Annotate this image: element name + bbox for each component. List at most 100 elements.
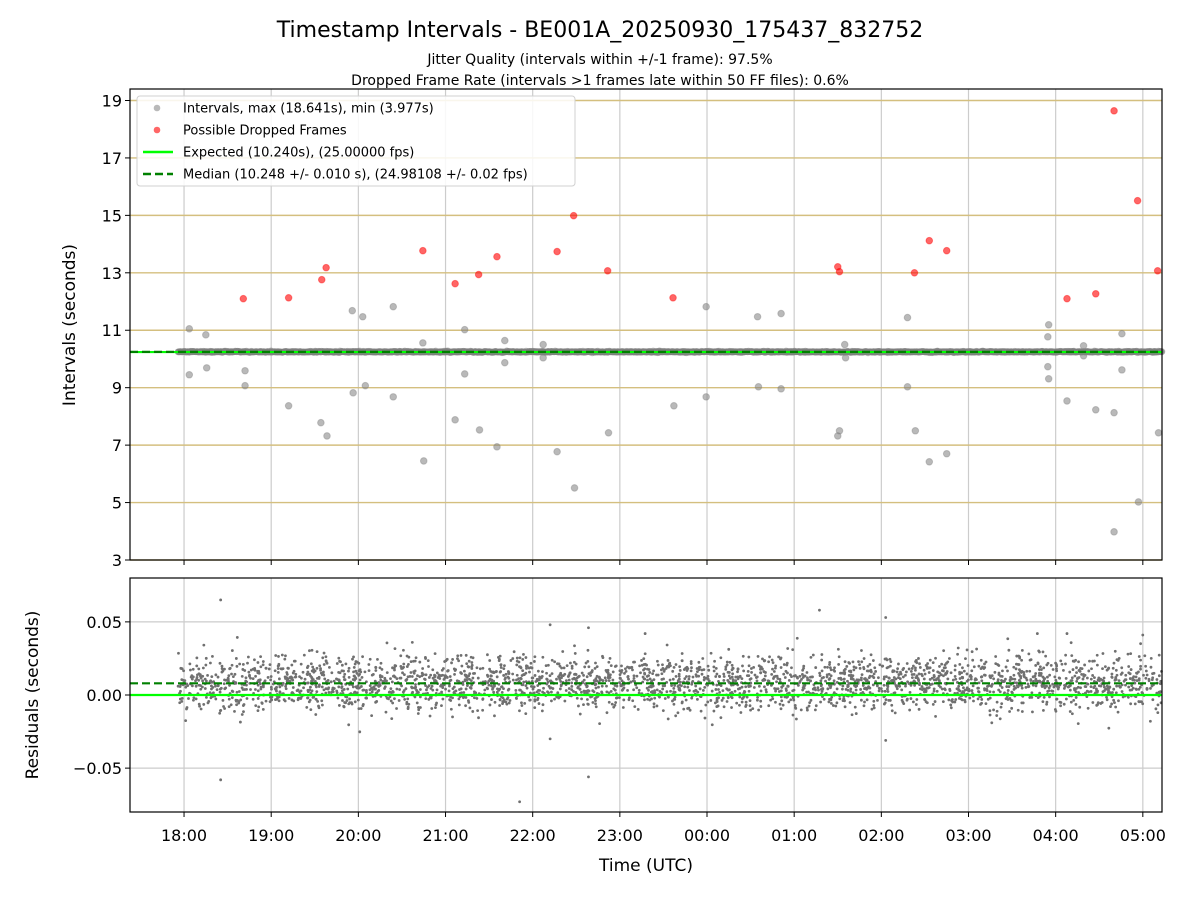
- residual-point: [489, 674, 493, 678]
- residual-point: [701, 689, 705, 692]
- residual-point: [860, 660, 864, 664]
- residual-point: [1020, 686, 1024, 690]
- residual-point: [1101, 652, 1105, 655]
- residual-point: [712, 669, 716, 673]
- residual-point: [652, 705, 656, 709]
- residual-point: [953, 700, 957, 704]
- residual-point: [660, 672, 664, 676]
- residual-point: [314, 713, 318, 716]
- residual-point: [350, 701, 353, 705]
- residual-point: [475, 696, 479, 700]
- residual-point: [548, 674, 552, 678]
- residual-point: [499, 663, 503, 667]
- residual-point: [594, 682, 598, 686]
- residual-point: [631, 699, 635, 703]
- residual-point: [302, 686, 305, 690]
- residual-point: [757, 708, 761, 712]
- residual-point: [814, 688, 817, 692]
- residual-point: [1121, 695, 1125, 699]
- residual-point: [740, 700, 744, 704]
- residual-point: [431, 676, 435, 680]
- residual-point: [1017, 663, 1021, 666]
- residual-point: [390, 680, 394, 684]
- residual-point: [987, 684, 991, 688]
- residual-point: [1134, 675, 1138, 679]
- residual-point: [747, 674, 751, 678]
- residual-point: [1034, 677, 1038, 681]
- residual-point: [626, 675, 630, 679]
- residual-point: [337, 656, 341, 660]
- residual-point: [1038, 650, 1041, 654]
- residual-point: [529, 661, 533, 665]
- residual-point: [220, 667, 224, 670]
- residual-point: [462, 696, 465, 700]
- residual-point: [346, 687, 350, 691]
- residual-point: [230, 649, 234, 652]
- residual-point: [771, 667, 774, 671]
- residual-point: [199, 687, 203, 691]
- residual-point: [779, 689, 783, 693]
- residual-point: [734, 679, 738, 683]
- residual-point: [885, 658, 889, 662]
- residual-point: [997, 673, 1001, 676]
- residual-point: [827, 672, 831, 676]
- residual-point: [763, 674, 767, 678]
- residual-point: [522, 680, 526, 684]
- residual-point: [460, 664, 464, 668]
- residual-point: [789, 698, 793, 702]
- residual-point: [647, 688, 650, 692]
- residual-point: [209, 696, 213, 700]
- residual-point: [816, 686, 820, 690]
- residual-point: [714, 666, 718, 670]
- residual-point: [1110, 672, 1114, 676]
- residual-point: [653, 696, 657, 700]
- residual-point: [1089, 690, 1093, 693]
- residual-point: [562, 666, 566, 670]
- residual-point: [601, 654, 604, 658]
- residual-point: [402, 662, 406, 666]
- residual-point: [308, 649, 311, 653]
- residual-point: [467, 699, 470, 703]
- residual-point: [237, 690, 241, 693]
- residual-point: [192, 698, 195, 702]
- residual-point: [677, 674, 681, 678]
- residual-point: [1069, 700, 1073, 704]
- residual-point: [1037, 673, 1041, 677]
- residual-point: [1053, 675, 1057, 679]
- residual-point: [642, 657, 646, 661]
- residual-point: [244, 676, 248, 680]
- residual-point: [271, 682, 275, 686]
- residual-point: [1015, 684, 1019, 688]
- residual-point: [496, 687, 499, 691]
- residual-point: [805, 708, 809, 712]
- residual-point: [942, 666, 946, 670]
- residual-point: [751, 707, 755, 711]
- residual-point: [799, 708, 803, 712]
- residual-point: [575, 696, 579, 700]
- residual-point: [229, 703, 233, 707]
- residual-point: [194, 684, 198, 688]
- residual-point: [1041, 650, 1045, 654]
- residual-point: [1095, 653, 1099, 657]
- residual-point: [275, 685, 278, 689]
- residual-point: [440, 690, 443, 694]
- residual-point: [1054, 709, 1058, 713]
- residual-point: [460, 691, 463, 695]
- residual-point: [672, 687, 676, 690]
- residual-point: [448, 684, 451, 688]
- residual-point: [706, 700, 710, 704]
- residual-point: [717, 688, 720, 691]
- residual-point: [359, 707, 363, 710]
- residual-point: [290, 691, 294, 694]
- residual-point: [545, 677, 549, 681]
- residual-point: [779, 707, 783, 711]
- residual-point: [514, 689, 518, 692]
- residual-point: [1042, 666, 1046, 670]
- residual-point: [953, 664, 957, 668]
- residual-point: [678, 665, 682, 669]
- residual-point: [939, 685, 942, 689]
- residual-point: [184, 685, 188, 689]
- residual-point: [199, 707, 203, 711]
- residual-point: [595, 679, 599, 683]
- residual-point: [393, 668, 396, 672]
